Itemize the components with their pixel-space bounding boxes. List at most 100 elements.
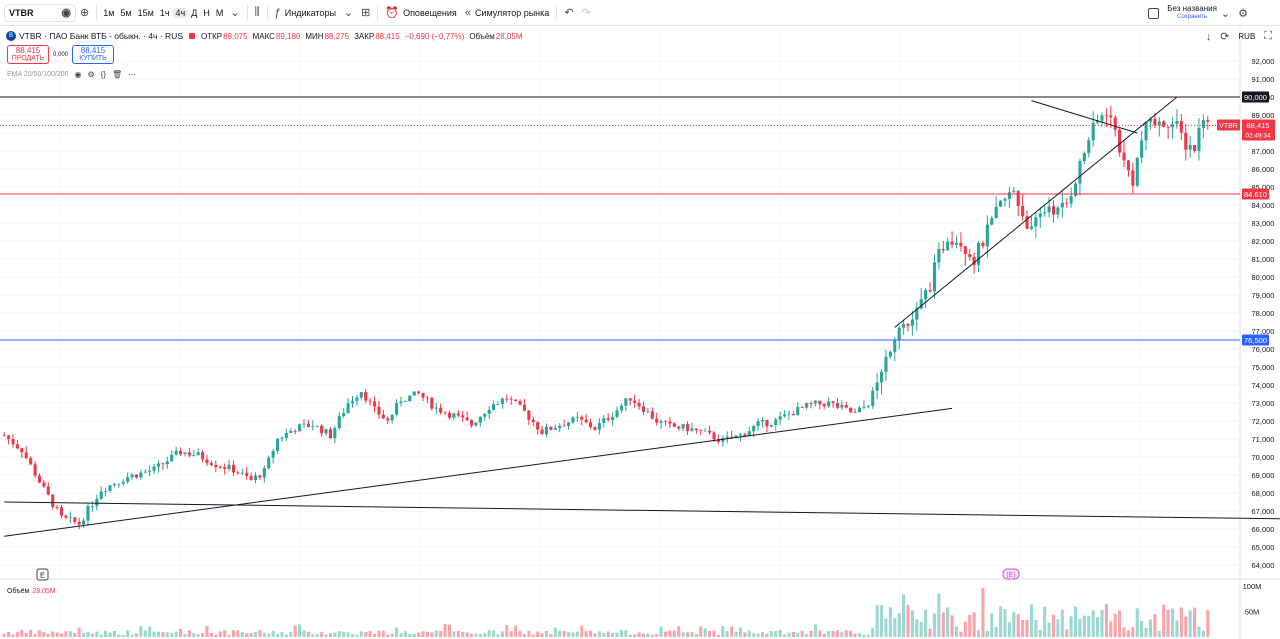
- candle-body: [328, 429, 332, 439]
- candle-body: [544, 426, 549, 435]
- compare-add-icon[interactable]: ⊕: [80, 7, 90, 19]
- volume-bar: [11, 634, 15, 637]
- volume-bar: [447, 624, 452, 637]
- candle-body: [849, 407, 853, 413]
- volume-bar: [566, 631, 571, 637]
- interval-7[interactable]: М: [215, 7, 224, 18]
- volume-bar: [179, 628, 183, 637]
- candle-body: [82, 520, 86, 525]
- earnings-marker-label: E: [40, 571, 45, 580]
- interval-4[interactable]: 4ч: [172, 7, 189, 18]
- interval-1[interactable]: 5м: [120, 7, 132, 18]
- more-icon[interactable]: ⋯: [128, 70, 137, 79]
- watchlist-eye-icon[interactable]: ◉: [61, 7, 71, 19]
- candle-body: [580, 416, 584, 420]
- layout-checkbox-icon[interactable]: [1148, 7, 1160, 19]
- alerts-button[interactable]: ⏰ Оповещения: [381, 0, 460, 26]
- undo-icon[interactable]: ↶: [564, 7, 574, 19]
- candle-body: [443, 412, 447, 414]
- candle-body: [293, 430, 297, 432]
- volume-bar: [108, 632, 112, 637]
- indicator-legend-row[interactable]: EMA 20/50/100/200 ◉ ⚙ {} 🗑 ⋯: [7, 69, 136, 80]
- volume-bar: [1087, 615, 1091, 637]
- volume-bar: [540, 633, 544, 637]
- candle-body: [880, 371, 884, 383]
- candle-body: [734, 435, 738, 439]
- candle-body: [633, 400, 637, 403]
- volume-bar: [452, 631, 456, 637]
- candle-body: [1104, 115, 1108, 117]
- sell-button[interactable]: 88,415 ПРОДАТЬ: [7, 45, 49, 64]
- volume-bar: [1043, 606, 1047, 637]
- download-arrow-icon[interactable]: ↓: [1205, 30, 1212, 43]
- replay-button[interactable]: « Симулятор рынка: [461, 0, 554, 26]
- symbol-search-box[interactable]: VTBR ◉: [4, 3, 76, 22]
- y-tick-label: 86,000: [1252, 165, 1275, 174]
- volume-bar: [1162, 604, 1166, 637]
- layout-save-button[interactable]: Без названия Сохранить: [1167, 4, 1217, 22]
- currency-label[interactable]: RUB: [1238, 32, 1256, 41]
- fullscreen-icon[interactable]: ⛶: [1264, 30, 1272, 42]
- volume-bar: [1016, 614, 1020, 637]
- high-value: 89,180: [275, 31, 301, 41]
- volume-bar: [910, 610, 914, 637]
- volume-bar: [478, 634, 482, 637]
- interval-0[interactable]: 1м: [103, 7, 115, 18]
- volume-bar: [425, 631, 429, 637]
- volume-bar: [593, 633, 597, 637]
- candle-body: [518, 401, 522, 405]
- layout-title: Без названия: [1167, 4, 1217, 13]
- candle-body: [439, 407, 443, 413]
- indicators-button[interactable]: ƒ Индикаторы: [271, 0, 340, 26]
- interval-5[interactable]: Д: [191, 7, 198, 18]
- candle-body: [355, 397, 359, 401]
- volume-bar: [51, 631, 55, 637]
- candle-body: [716, 439, 720, 442]
- volume-bar: [866, 634, 870, 637]
- candle-body: [280, 437, 284, 439]
- redo-icon[interactable]: ↷: [581, 7, 591, 19]
- candle-body: [1162, 121, 1166, 127]
- candle-body: [531, 419, 535, 423]
- volume-bar: [161, 632, 165, 637]
- candle-body: [403, 401, 407, 402]
- settings-gear-icon[interactable]: ⚙: [1238, 7, 1248, 20]
- volume-bar: [152, 631, 156, 637]
- close-value: 88,415: [375, 31, 400, 41]
- volume-bar: [320, 632, 324, 637]
- candle-body: [818, 400, 822, 405]
- volume-bar: [558, 630, 562, 637]
- volume-bar: [1029, 604, 1033, 637]
- candle-body: [187, 452, 191, 456]
- volume-bar: [104, 630, 108, 637]
- volume-bar: [857, 633, 862, 637]
- buy-button[interactable]: 88,415 КУПИТЬ: [72, 45, 115, 64]
- layout-chevron-down-icon[interactable]: ⌄: [1220, 7, 1231, 20]
- interval-dropdown-chevron-icon[interactable]: ⌄: [230, 7, 240, 19]
- eye-icon[interactable]: ◉: [74, 70, 82, 79]
- volume-bar: [77, 627, 81, 637]
- toolbar-divider: [556, 4, 558, 21]
- candle-body: [2, 435, 6, 437]
- delete-icon[interactable]: 🗑: [112, 70, 123, 79]
- interval-3[interactable]: 1ч: [159, 7, 170, 18]
- candle-style-icon[interactable]: ⫼: [254, 6, 260, 18]
- price-chart[interactable]: 92,00091,00090,00089,00088,00087,00086,0…: [0, 26, 1280, 639]
- volume-tick-label: 50M: [1245, 608, 1260, 617]
- volume-bar: [646, 633, 650, 637]
- templates-grid-icon[interactable]: ⊞: [361, 7, 371, 19]
- indicators-chevron-icon[interactable]: ⌄: [343, 7, 354, 19]
- volume-bar: [959, 631, 963, 637]
- interval-6[interactable]: Н: [203, 7, 210, 18]
- volume-bar: [1060, 609, 1064, 637]
- candle-body: [910, 319, 914, 326]
- refresh-icon[interactable]: ⟳: [1220, 31, 1230, 43]
- source-code-icon[interactable]: {}: [100, 70, 106, 79]
- candle-body: [253, 475, 258, 480]
- candle-body: [46, 486, 50, 495]
- interval-2[interactable]: 15м: [137, 7, 154, 18]
- y-tick-label: 89,000: [1252, 111, 1275, 120]
- candle-body: [924, 290, 928, 300]
- settings-icon[interactable]: ⚙: [87, 70, 95, 79]
- volume-bar: [549, 634, 553, 637]
